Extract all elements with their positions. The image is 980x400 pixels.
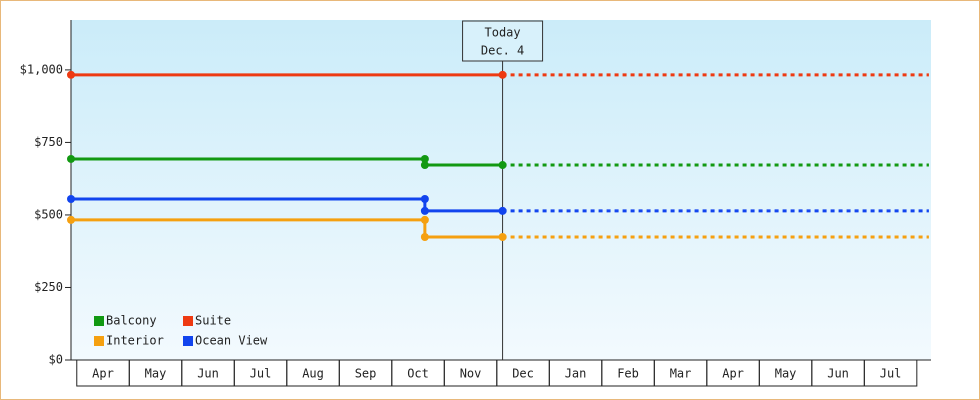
x-tick-label: Jul bbox=[250, 367, 272, 381]
x-tick-label: Jun bbox=[197, 367, 219, 381]
series-line bbox=[71, 218, 503, 239]
x-tick-label: Oct bbox=[407, 367, 429, 381]
legend-swatch bbox=[94, 316, 104, 326]
point bbox=[67, 70, 75, 79]
x-tick-label: May bbox=[775, 367, 797, 381]
x-tick-label: Aug bbox=[302, 367, 324, 381]
y-tick-label: $750 bbox=[34, 135, 63, 149]
y-tick-label: $500 bbox=[34, 207, 63, 221]
x-tick-label: Mar bbox=[670, 367, 692, 381]
x-tick-label: Dec bbox=[512, 367, 534, 381]
plot-area bbox=[71, 20, 931, 360]
legend-label: Balcony bbox=[106, 314, 157, 328]
legend-label: Suite bbox=[195, 314, 231, 328]
x-tick-label: Apr bbox=[92, 367, 114, 381]
point bbox=[67, 215, 75, 224]
today-box bbox=[462, 20, 544, 62]
today-label: Today bbox=[485, 26, 521, 40]
point bbox=[498, 161, 507, 170]
x-tick-label: Jul bbox=[880, 367, 902, 381]
point bbox=[67, 154, 75, 163]
legend-label: Interior bbox=[106, 334, 164, 348]
x-category-cell bbox=[863, 359, 918, 387]
x-tick-label: Jan bbox=[565, 367, 587, 381]
x-tick-label: Apr bbox=[722, 367, 744, 381]
legend-swatch bbox=[183, 336, 193, 346]
point bbox=[498, 70, 507, 79]
point bbox=[420, 194, 429, 203]
point bbox=[420, 206, 429, 215]
point bbox=[498, 232, 507, 241]
y-tick-label: $0 bbox=[49, 353, 63, 367]
point bbox=[420, 232, 429, 241]
series-line bbox=[71, 197, 503, 213]
x-tick-label: Jun bbox=[827, 367, 849, 381]
y-tick-label: $1,000 bbox=[20, 62, 63, 76]
today-date: Dec. 4 bbox=[481, 44, 524, 58]
point bbox=[420, 154, 429, 163]
point bbox=[420, 215, 429, 224]
x-tick-label: Nov bbox=[460, 367, 482, 381]
point bbox=[67, 194, 75, 203]
x-tick-label: Sep bbox=[355, 367, 377, 381]
legend-label: Ocean View bbox=[195, 334, 268, 348]
point bbox=[498, 206, 507, 215]
point bbox=[420, 161, 429, 170]
legend-swatch bbox=[94, 336, 104, 346]
legend-swatch bbox=[183, 316, 193, 326]
x-tick-label: Feb bbox=[617, 367, 639, 381]
y-tick-label: $250 bbox=[34, 280, 63, 294]
x-tick-label: May bbox=[145, 367, 167, 381]
